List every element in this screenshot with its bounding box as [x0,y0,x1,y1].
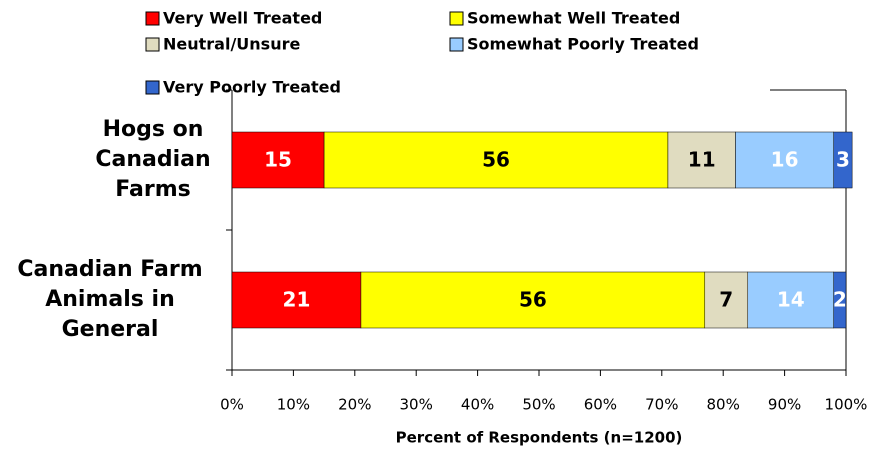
category-label: Canadian Farm Animals in General [17,257,203,342]
x-tick-label: 10% [277,396,310,414]
x-tick-label: 20% [338,396,371,414]
x-tick-label: 100% [825,396,868,414]
x-tick-label: 30% [400,396,433,414]
data-label: 16 [771,148,799,172]
legend-label: Neutral/Unsure [163,35,300,54]
bar-segment [667,131,736,189]
legend-swatch [449,37,464,52]
x-tick-label: 40% [461,396,494,414]
data-label: 3 [836,148,850,172]
data-label: 11 [688,148,716,172]
bar-segment [360,271,706,329]
legend-swatch [145,37,160,52]
legend-swatch [145,80,160,95]
legend-label: Somewhat Well Treated [467,9,680,28]
x-axis-title: Percent of Respondents (n=1200) [396,429,683,447]
data-label: 56 [482,148,510,172]
legend-swatch [145,11,160,26]
x-tick-label: 0% [220,396,244,414]
bar-segment [323,131,669,189]
legend-label: Very Poorly Treated [163,78,341,97]
data-label: 15 [264,148,292,172]
data-label: 21 [283,288,311,312]
category-label: Hogs on Canadian Farms [95,117,211,202]
x-tick-label: 70% [645,396,678,414]
data-label: 14 [777,288,805,312]
legend-label: Somewhat Poorly Treated [467,35,699,54]
x-tick-label: 80% [707,396,740,414]
data-label: 56 [519,288,547,312]
bar-segment [231,131,325,189]
x-tick-label: 90% [768,396,801,414]
legend-label: Very Well Treated [163,9,322,28]
bar-segment [735,131,834,189]
x-tick-label: 50% [522,396,555,414]
x-tick-label: 60% [584,396,617,414]
data-label: 7 [719,288,733,312]
legend-swatch [449,11,464,26]
bar-segment [231,271,362,329]
bar-segment [833,131,853,189]
bar-segment [747,271,834,329]
bar-segment [833,271,847,329]
data-label: 2 [833,288,847,312]
